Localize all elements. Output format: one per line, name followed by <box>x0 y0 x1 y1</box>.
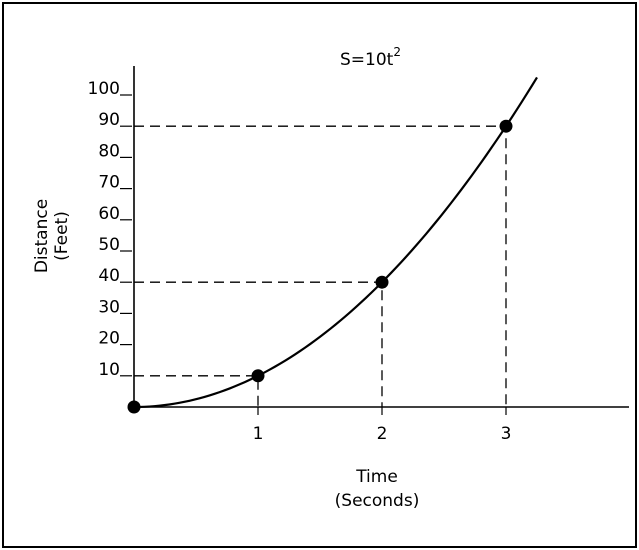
x-tick-label: 3 <box>501 424 512 444</box>
series-curve <box>133 76 538 409</box>
data-point <box>251 369 265 383</box>
x-tick-label: 2 <box>377 424 388 444</box>
y-axis-ticks: 10 20 30 40 50 60 70 80 90 100 <box>88 79 132 380</box>
x-tick-label: 1 <box>253 424 264 444</box>
data-point <box>499 119 513 133</box>
chart-title-main: S=10t <box>340 50 394 70</box>
data-point <box>127 400 141 414</box>
y-tick-label: 100 <box>88 79 120 99</box>
x-axis-unit: (Seconds) <box>335 491 420 511</box>
y-tick-label: 40 <box>98 266 120 286</box>
y-tick-label: 50 <box>98 235 120 255</box>
chart-title: S=10t2 <box>340 45 401 70</box>
y-tick-label: 80 <box>98 141 120 161</box>
y-tick-label: 60 <box>98 204 120 224</box>
y-tick-label: 90 <box>98 110 120 130</box>
y-axis-unit: (Feet) <box>52 211 72 261</box>
x-axis-ticks: 1 2 3 <box>253 407 512 444</box>
y-tick-label: 30 <box>98 297 120 317</box>
y-axis-label: Distance <box>32 199 52 273</box>
data-points <box>127 119 513 414</box>
y-tick-label: 70 <box>98 173 120 193</box>
data-point <box>375 275 389 289</box>
guide-line <box>134 375 259 407</box>
chart-title-superscript: 2 <box>393 45 401 59</box>
x-axis-label: Time <box>355 467 398 487</box>
y-tick-label: 10 <box>98 360 120 380</box>
y-tick-label: 20 <box>98 329 120 349</box>
